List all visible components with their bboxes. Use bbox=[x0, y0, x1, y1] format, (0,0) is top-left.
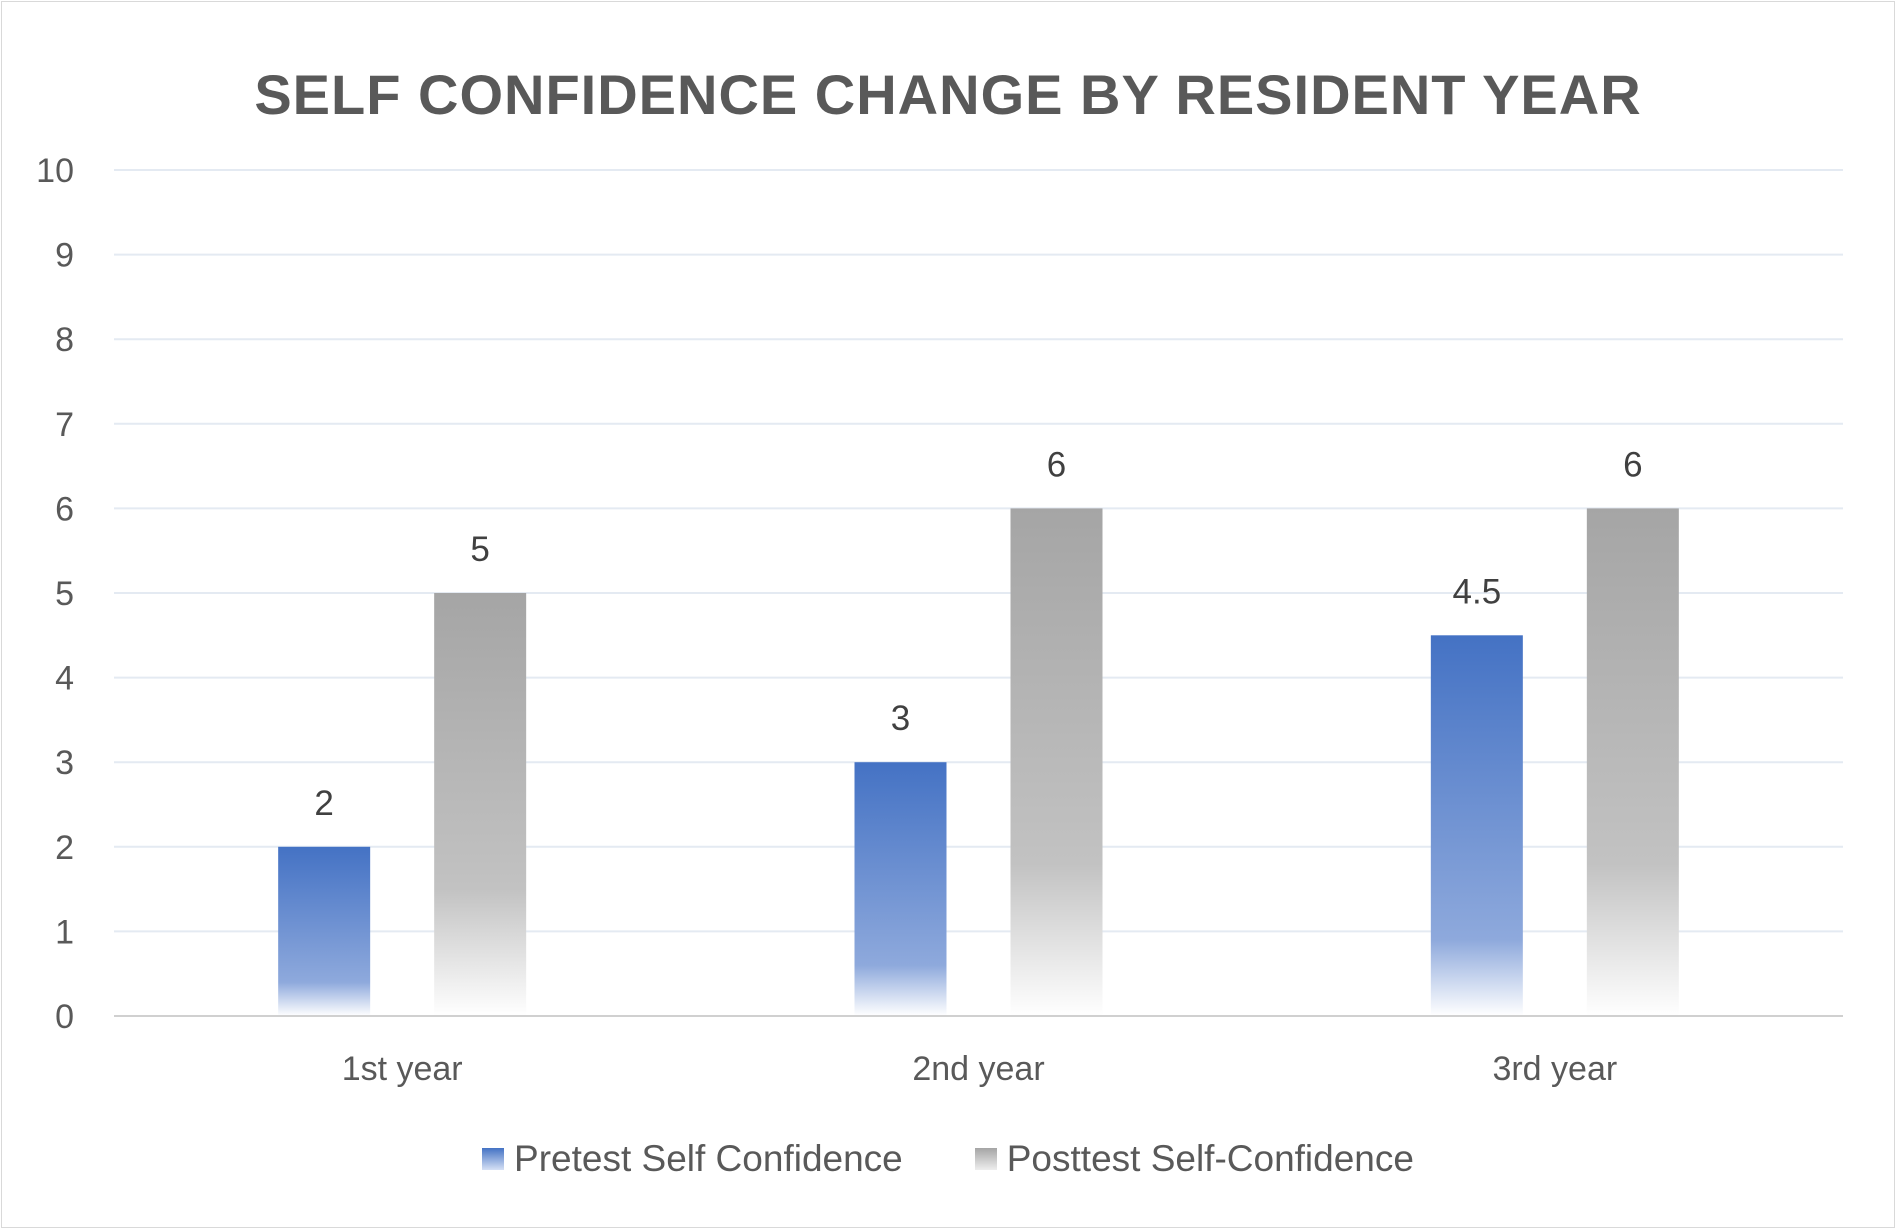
bar-pretest-3 bbox=[1430, 635, 1523, 1016]
chart-title: SELF CONFIDENCE CHANGE BY RESIDENT YEAR bbox=[254, 63, 1642, 126]
y-tick-label-0: 0 bbox=[55, 998, 74, 1036]
y-tick-label-3: 3 bbox=[55, 744, 74, 782]
y-tick-label-8: 8 bbox=[55, 321, 74, 359]
legend-item-pretest: Pretest Self Confidence bbox=[482, 1138, 903, 1180]
x-category-label-1: 1st year bbox=[342, 1050, 463, 1088]
axes: 0 1 2 3 4 5 6 7 8 9 10 1st year 2nd year 3rd year bbox=[36, 152, 1843, 1088]
legend-label-pretest: Pretest Self Confidence bbox=[514, 1138, 903, 1179]
y-tick-label-6: 6 bbox=[55, 490, 74, 528]
y-tick-label-10: 10 bbox=[36, 152, 74, 190]
bar-pretest-2 bbox=[854, 762, 947, 1016]
y-tick-label-1: 1 bbox=[55, 913, 74, 951]
data-label-pretest-1: 2 bbox=[314, 784, 333, 823]
bars: 2 5 3 6 4.5 6 bbox=[278, 445, 1679, 1016]
x-category-label-2: 2nd year bbox=[912, 1050, 1044, 1088]
x-category-label-3: 3rd year bbox=[1492, 1050, 1617, 1088]
data-label-posttest-3: 6 bbox=[1623, 445, 1642, 484]
data-label-posttest-2: 6 bbox=[1047, 445, 1066, 484]
data-label-posttest-1: 5 bbox=[470, 530, 489, 569]
bar-posttest-2 bbox=[1010, 508, 1103, 1016]
legend-swatch-pretest bbox=[482, 1148, 505, 1170]
legend-item-posttest: Posttest Self-Confidence bbox=[974, 1138, 1414, 1180]
y-tick-label-7: 7 bbox=[55, 406, 74, 444]
legend-label-posttest: Posttest Self-Confidence bbox=[1006, 1138, 1414, 1179]
y-tick-label-9: 9 bbox=[55, 237, 74, 275]
gridlines bbox=[114, 169, 1843, 933]
bar-posttest-1 bbox=[434, 593, 527, 1016]
bar-pretest-1 bbox=[278, 846, 371, 1016]
legend-swatch-posttest bbox=[974, 1148, 997, 1170]
legend: Pretest Self Confidence Posttest Self-Co… bbox=[0, 1138, 1896, 1180]
y-tick-label-5: 5 bbox=[55, 575, 74, 613]
y-tick-label-4: 4 bbox=[55, 660, 74, 698]
bar-posttest-3 bbox=[1586, 508, 1679, 1016]
data-label-pretest-2: 3 bbox=[891, 699, 910, 738]
y-tick-label-2: 2 bbox=[55, 829, 74, 867]
data-label-pretest-3: 4.5 bbox=[1453, 572, 1502, 611]
